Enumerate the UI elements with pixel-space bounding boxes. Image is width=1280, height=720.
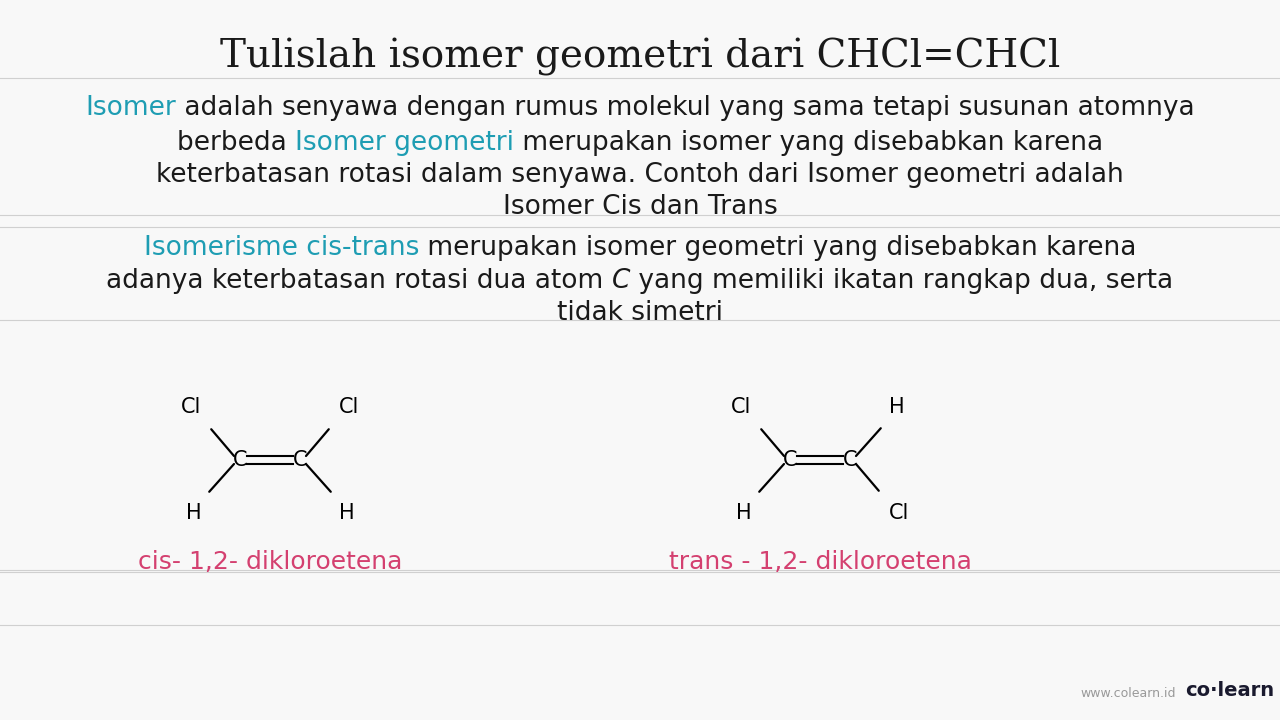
Text: H: H [186, 503, 201, 523]
Text: trans - 1,2- dikloroetena: trans - 1,2- dikloroetena [668, 550, 972, 574]
Text: Tulislah isomer geometri dari CHCl=CHCl: Tulislah isomer geometri dari CHCl=CHCl [220, 38, 1060, 76]
Text: H: H [339, 503, 355, 523]
Text: Isomer geometri: Isomer geometri [294, 130, 515, 156]
Text: merupakan isomer yang disebabkan karena: merupakan isomer yang disebabkan karena [515, 130, 1103, 156]
Text: cis- 1,2- dikloroetena: cis- 1,2- dikloroetena [138, 550, 402, 574]
Text: adanya keterbatasan rotasi dua atom: adanya keterbatasan rotasi dua atom [106, 268, 612, 294]
Text: H: H [888, 397, 905, 417]
Text: Isomer: Isomer [86, 95, 177, 121]
Text: C: C [233, 450, 247, 470]
Text: H: H [736, 503, 751, 523]
Text: Cl: Cl [339, 397, 360, 417]
Text: Cl: Cl [888, 503, 909, 523]
Text: yang memiliki ikatan rangkap dua, serta: yang memiliki ikatan rangkap dua, serta [631, 268, 1174, 294]
Text: C: C [612, 268, 631, 294]
Text: www.colearn.id: www.colearn.id [1080, 687, 1175, 700]
Text: co·learn: co·learn [1185, 681, 1274, 700]
Text: Cl: Cl [731, 397, 751, 417]
Text: tidak simetri: tidak simetri [557, 300, 723, 326]
Text: Isomer Cis dan Trans: Isomer Cis dan Trans [503, 194, 777, 220]
Text: C: C [783, 450, 797, 470]
Text: berbeda: berbeda [177, 130, 294, 156]
Text: Isomerisme cis-trans: Isomerisme cis-trans [143, 235, 419, 261]
Text: keterbatasan rotasi dalam senyawa. Contoh dari Isomer geometri adalah: keterbatasan rotasi dalam senyawa. Conto… [156, 162, 1124, 188]
Text: Cl: Cl [180, 397, 201, 417]
Text: C: C [293, 450, 307, 470]
Text: C: C [842, 450, 858, 470]
Text: adalah senyawa dengan rumus molekul yang sama tetapi susunan atomnya: adalah senyawa dengan rumus molekul yang… [177, 95, 1194, 121]
Text: merupakan isomer geometri yang disebabkan karena: merupakan isomer geometri yang disebabka… [419, 235, 1137, 261]
